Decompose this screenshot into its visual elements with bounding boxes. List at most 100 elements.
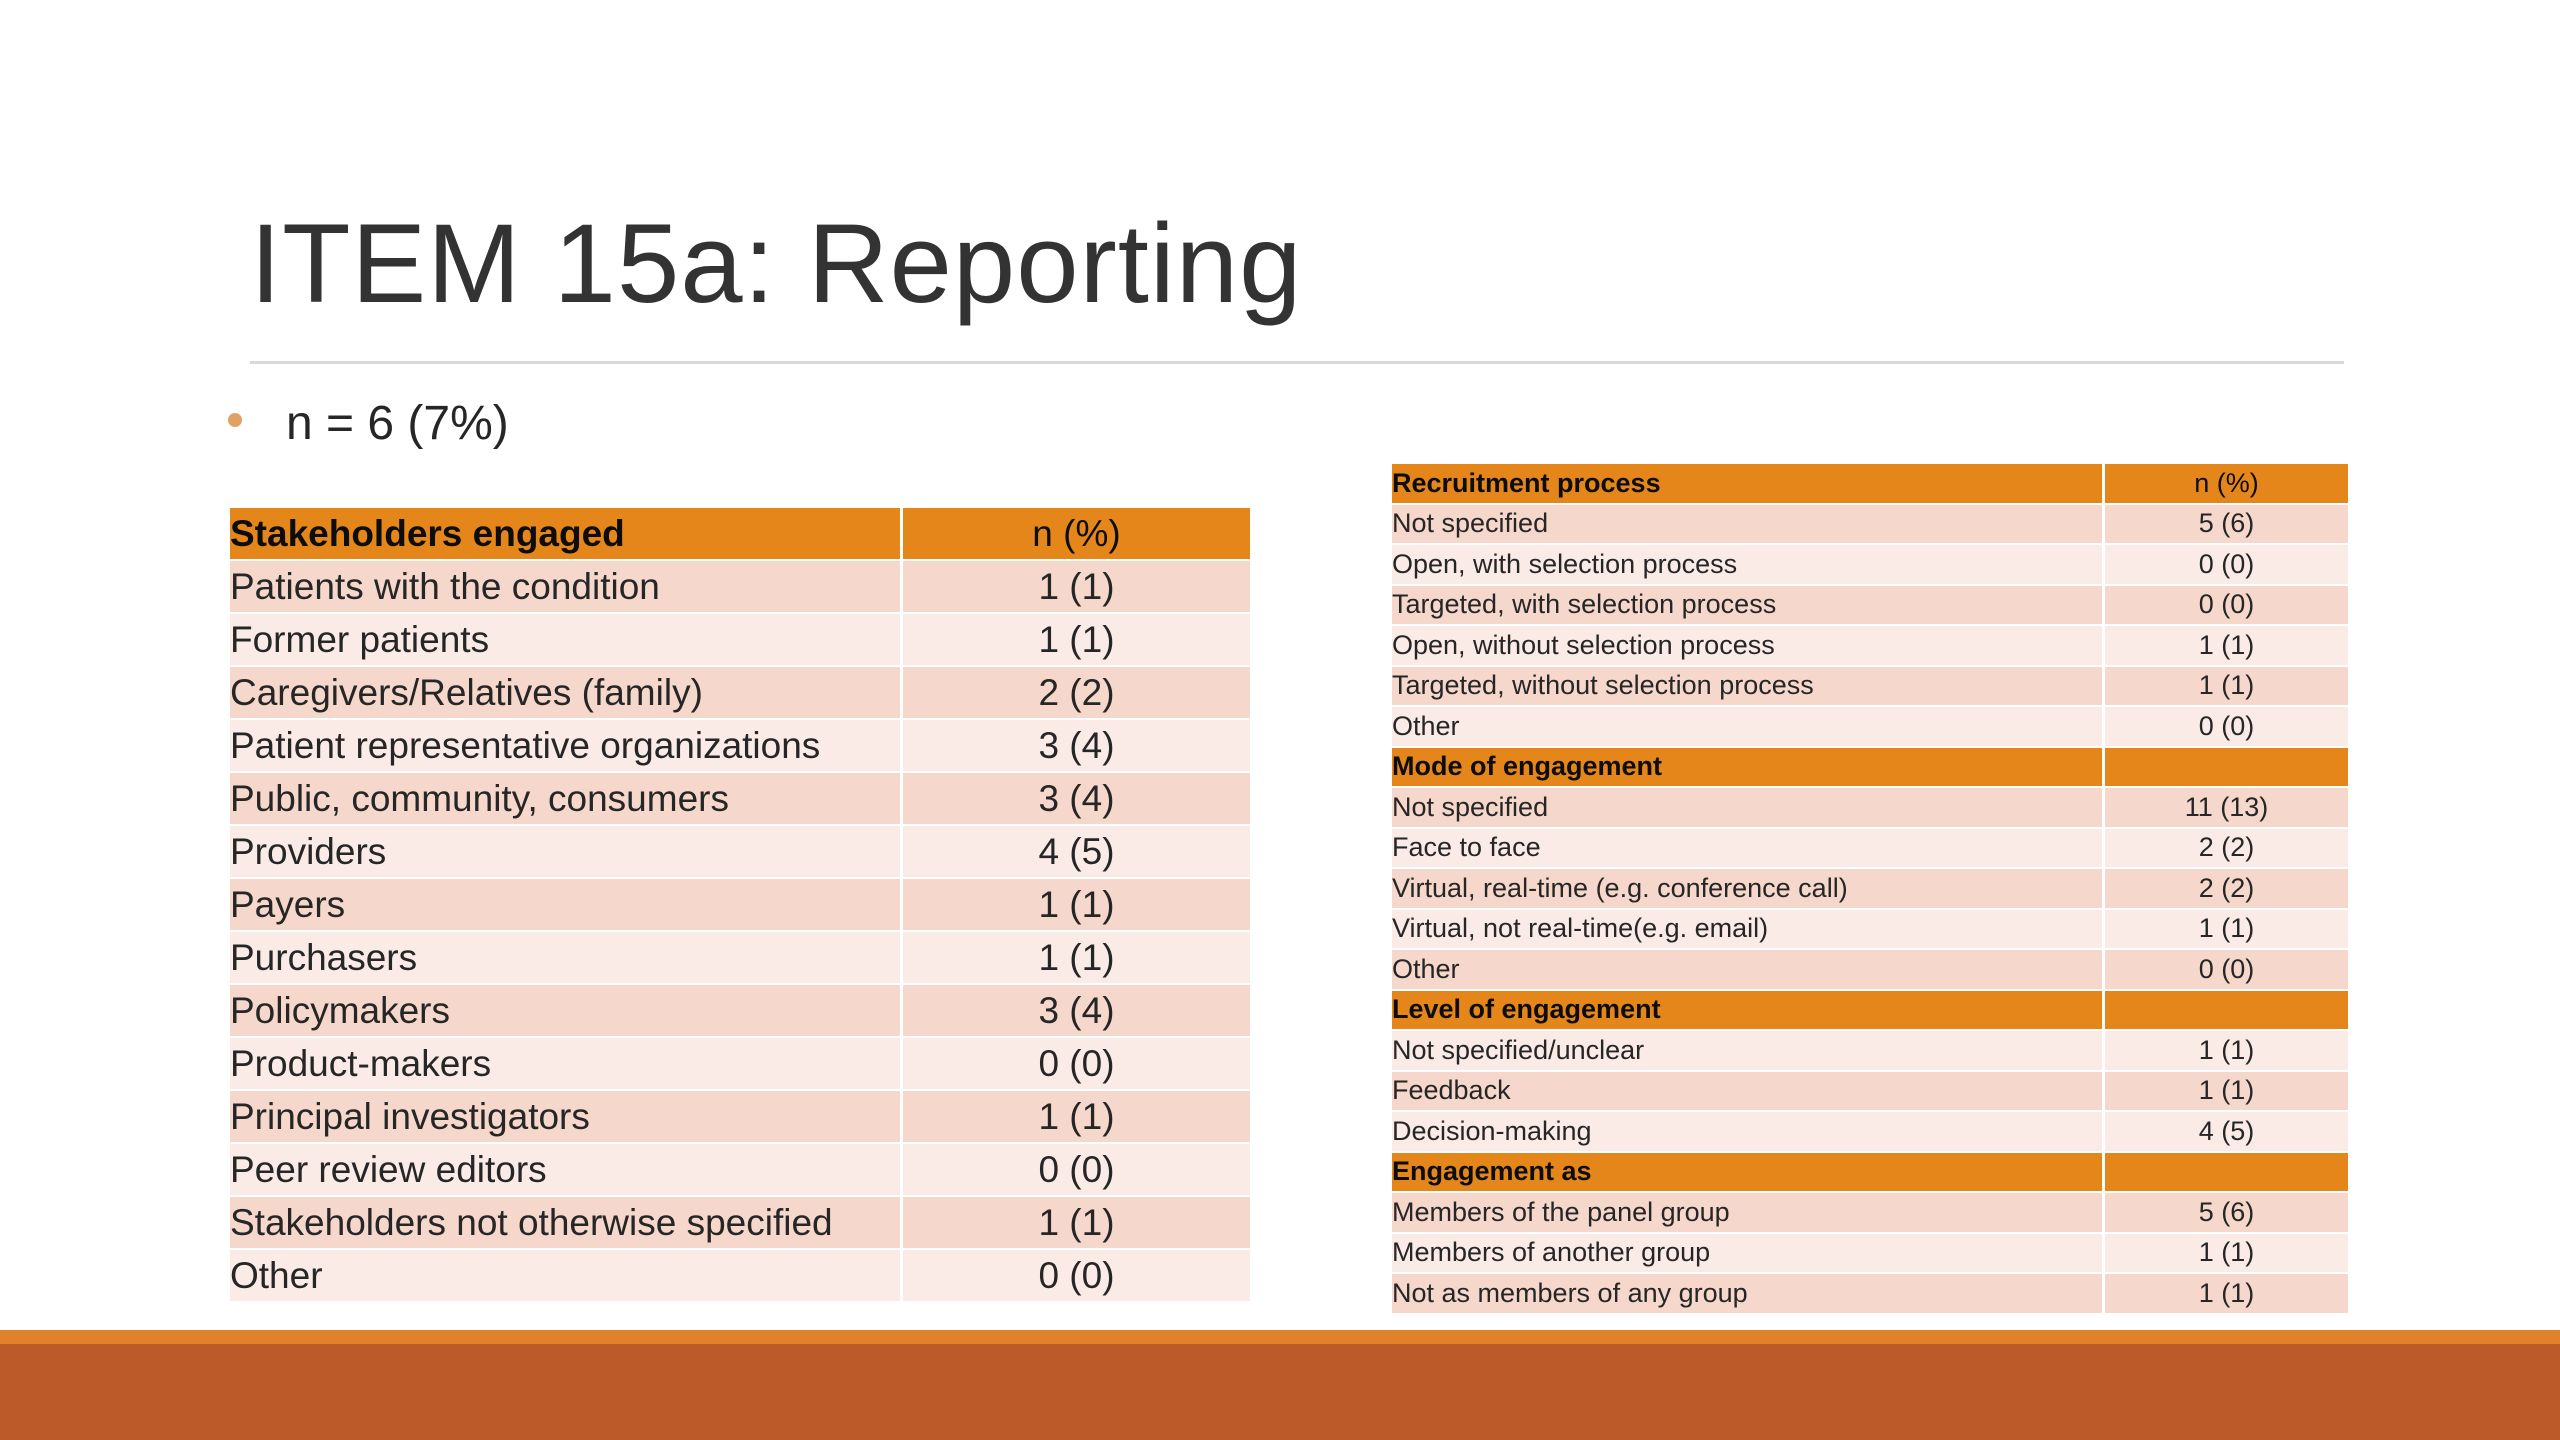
table-row: Patient representative organizations 3 (4…: [230, 720, 1250, 773]
row-label: Not specified: [1392, 504, 2102, 545]
table-row: Targeted, without selection process 1 (1): [1392, 666, 2348, 707]
row-label: Other: [1392, 950, 2102, 991]
table-row: Open, without selection process 1 (1): [1392, 626, 2348, 667]
row-label: Members of another group: [1392, 1233, 2102, 1274]
title-divider: [250, 361, 2344, 364]
table-row: Product-makers 0 (0): [230, 1038, 1250, 1091]
stakeholders-table: Stakeholders engaged n (%) Patients with…: [230, 508, 1250, 1303]
table-row: Purchasers 1 (1): [230, 932, 1250, 985]
table-row: Other 0 (0): [1392, 707, 2348, 748]
row-value: 1 (1): [2102, 1071, 2348, 1112]
row-value: 0 (0): [900, 1250, 1250, 1303]
row-value: 3 (4): [900, 985, 1250, 1038]
row-value: [2102, 990, 2348, 1031]
row-value: 1 (1): [900, 614, 1250, 667]
row-label: Patients with the condition: [230, 561, 900, 614]
row-label: Not specified/unclear: [1392, 1031, 2102, 1072]
row-label: Principal investigators: [230, 1091, 900, 1144]
row-label: Payers: [230, 879, 900, 932]
stakeholders-table-body: Stakeholders engaged n (%) Patients with…: [230, 508, 1250, 1303]
row-value: [2102, 747, 2348, 788]
row-label: Virtual, not real-time(e.g. email): [1392, 909, 2102, 950]
row-label: Mode of engagement: [1392, 747, 2102, 788]
engagement-table: Recruitment process n (%) Not specified 5 (…: [1392, 464, 2348, 1315]
row-label: Virtual, real-time (e.g. conference call…: [1392, 869, 2102, 910]
row-label: Level of engagement: [1392, 990, 2102, 1031]
row-label: Product-makers: [230, 1038, 900, 1091]
row-value: 2 (2): [900, 667, 1250, 720]
row-value: 1 (1): [900, 1197, 1250, 1250]
row-value: 3 (4): [900, 773, 1250, 826]
row-label: Providers: [230, 826, 900, 879]
row-value: 1 (1): [900, 932, 1250, 985]
row-label: Members of the panel group: [1392, 1193, 2102, 1234]
row-value: 2 (2): [2102, 869, 2348, 910]
table-row: Not specified/unclear 1 (1): [1392, 1031, 2348, 1072]
row-label: Recruitment process: [1392, 464, 2102, 505]
row-label: Purchasers: [230, 932, 900, 985]
row-label: Targeted, without selection process: [1392, 666, 2102, 707]
table-row: Principal investigators 1 (1): [230, 1091, 1250, 1144]
row-label: Peer review editors: [230, 1144, 900, 1197]
table-row: Members of another group 1 (1): [1392, 1233, 2348, 1274]
row-label: Policymakers: [230, 985, 900, 1038]
row-value: 5 (6): [2102, 504, 2348, 545]
table-row: Members of the panel group 5 (6): [1392, 1193, 2348, 1234]
row-value: 0 (0): [2102, 950, 2348, 991]
row-label: Open, without selection process: [1392, 626, 2102, 667]
row-label: Targeted, with selection process: [1392, 585, 2102, 626]
row-label: Caregivers/Relatives (family): [230, 667, 900, 720]
row-label: Engagement as: [1392, 1152, 2102, 1193]
table-row: Feedback 1 (1): [1392, 1071, 2348, 1112]
row-value: 5 (6): [2102, 1193, 2348, 1234]
section-header-row: Mode of engagement: [1392, 747, 2348, 788]
row-value: 1 (1): [2102, 626, 2348, 667]
row-value: 1 (1): [900, 1091, 1250, 1144]
row-label: Face to face: [1392, 828, 2102, 869]
table-header-row: Stakeholders engaged n (%): [230, 508, 1250, 561]
table-row: Payers 1 (1): [230, 879, 1250, 932]
bullet-point: n = 6 (7%): [228, 392, 509, 456]
row-value: [2102, 1152, 2348, 1193]
table-row: Other 0 (0): [1392, 950, 2348, 991]
table-row: Stakeholders not otherwise specified 1 (1…: [230, 1197, 1250, 1250]
row-value: 1 (1): [2102, 1274, 2348, 1315]
row-value: 0 (0): [2102, 707, 2348, 748]
row-value: 0 (0): [2102, 545, 2348, 586]
engagement-table-body: Recruitment process n (%) Not specified 5 (…: [1392, 464, 2348, 1315]
row-label: Other: [230, 1250, 900, 1303]
bullet-icon: [228, 413, 242, 428]
table-row: Former patients 1 (1): [230, 614, 1250, 667]
row-value: 11 (13): [2102, 788, 2348, 829]
row-value: 3 (4): [900, 720, 1250, 773]
row-label: Other: [1392, 707, 2102, 748]
row-label: Not specified: [1392, 788, 2102, 829]
section-header-row: Level of engagement: [1392, 990, 2348, 1031]
row-value: 2 (2): [2102, 828, 2348, 869]
row-value: 0 (0): [2102, 585, 2348, 626]
table-row: Providers 4 (5): [230, 826, 1250, 879]
row-label: Patient representative organizations: [230, 720, 900, 773]
table-row: Peer review editors 0 (0): [230, 1144, 1250, 1197]
table-row: Virtual, real-time (e.g. conference call…: [1392, 869, 2348, 910]
table-row: Not as members of any group 1 (1): [1392, 1274, 2348, 1315]
row-value: 4 (5): [2102, 1112, 2348, 1153]
row-label: Former patients: [230, 614, 900, 667]
row-value: 1 (1): [2102, 666, 2348, 707]
row-label: Public, community, consumers: [230, 773, 900, 826]
table-row: Other 0 (0): [230, 1250, 1250, 1303]
table-row: Not specified 5 (6): [1392, 504, 2348, 545]
row-label: Open, with selection process: [1392, 545, 2102, 586]
table-row: Decision-making 4 (5): [1392, 1112, 2348, 1153]
bullet-text: n = 6 (7%): [286, 397, 509, 450]
row-label: Stakeholders not otherwise specified: [230, 1197, 900, 1250]
row-label: Not as members of any group: [1392, 1274, 2102, 1315]
row-label: Feedback: [1392, 1071, 2102, 1112]
table-row: Targeted, with selection process 0 (0): [1392, 585, 2348, 626]
footer-bar: [0, 1344, 2560, 1440]
table-row: Caregivers/Relatives (family) 2 (2): [230, 667, 1250, 720]
table-row: Face to face 2 (2): [1392, 828, 2348, 869]
table-row: Not specified 11 (13): [1392, 788, 2348, 829]
table-row: Open, with selection process 0 (0): [1392, 545, 2348, 586]
section-header-row: Recruitment process n (%): [1392, 464, 2348, 505]
